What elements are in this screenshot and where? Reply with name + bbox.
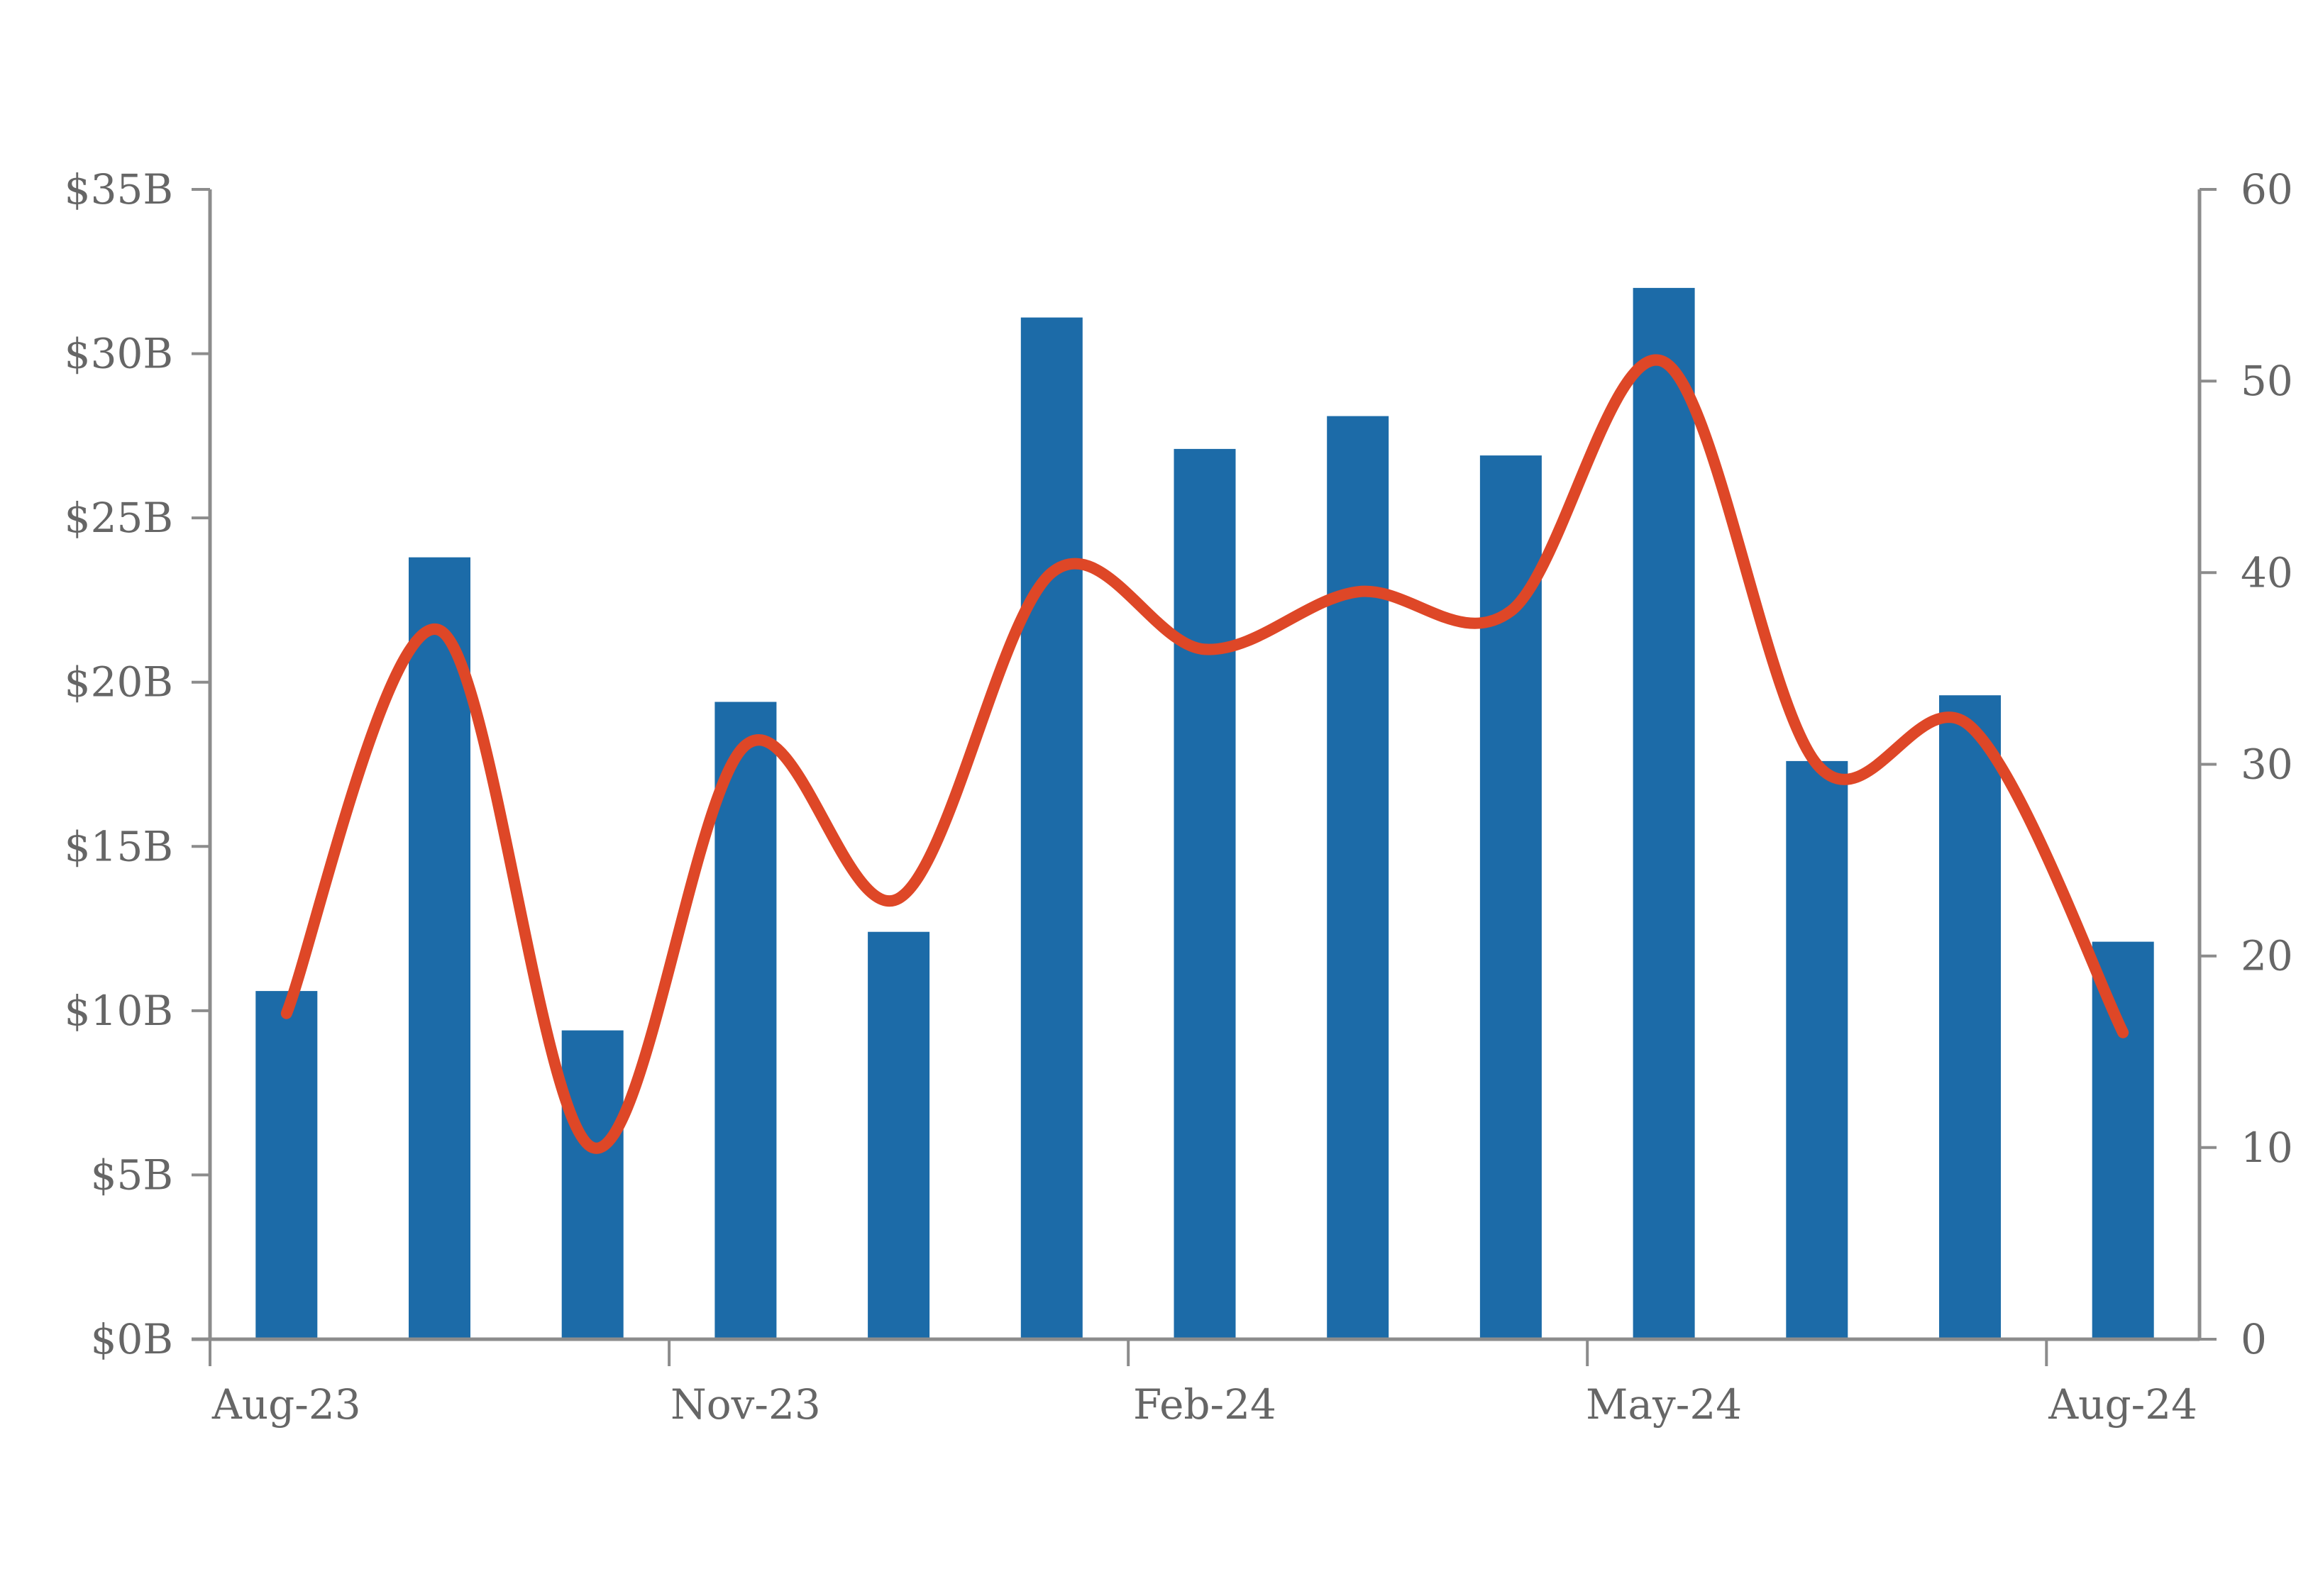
bar-jan-24: [1020, 317, 1083, 1340]
left-axis-tick-label: $35B: [65, 165, 173, 214]
left-axis-tick-label: $10B: [65, 987, 173, 1035]
x-axis-tick-label: Aug-24: [2048, 1380, 2197, 1429]
bar-aug-24: [2092, 941, 2154, 1339]
bar-may-24: [1633, 287, 1695, 1339]
x-axis-tick-label: Feb-24: [1133, 1380, 1276, 1429]
left-axis-tick-label: $5B: [91, 1151, 173, 1199]
right-axis-tick-label: 30: [2241, 741, 2293, 789]
bars-layer: [255, 287, 2154, 1340]
left-axis-tick-label: $15B: [65, 822, 173, 870]
x-axis-tick-label: Aug-23: [211, 1380, 361, 1429]
right-axis-tick-label: 0: [2241, 1315, 2267, 1363]
axes-layer: $0B $5B $10B $15B $20B $25B $30B $35B 0 10 20 30 40 5…: [65, 165, 2293, 1429]
bar-jul-24: [1939, 695, 2001, 1339]
bar-nov-23: [714, 702, 777, 1339]
bar-sep-23: [409, 557, 470, 1340]
x-axis-tick-label: May-24: [1586, 1380, 1742, 1429]
left-axis-tick-label: $20B: [65, 658, 173, 706]
bar-mar-24: [1327, 416, 1389, 1339]
bar-feb-24: [1174, 448, 1236, 1339]
trend-line: [280, 354, 2129, 1154]
bar-oct-23: [561, 1030, 624, 1339]
bar-aug-23: [255, 991, 318, 1339]
left-axis-tick-label: $0B: [91, 1315, 173, 1363]
right-axis-tick-label: 20: [2241, 932, 2293, 980]
bar-apr-24: [1479, 455, 1542, 1339]
bar-jun-24: [1786, 760, 1848, 1339]
right-axis-tick-label: 40: [2241, 548, 2293, 597]
right-axis-tick-label: 10: [2241, 1124, 2293, 1172]
line-layer: [280, 354, 2129, 1154]
x-axis-tick-label: Nov-23: [670, 1380, 821, 1429]
left-axis-tick-label: $30B: [65, 330, 173, 378]
bar-dec-23: [868, 931, 930, 1339]
right-axis-tick-label: 50: [2241, 357, 2293, 405]
left-axis-tick-label: $25B: [65, 494, 173, 542]
right-axis-tick-label: 60: [2241, 165, 2293, 214]
